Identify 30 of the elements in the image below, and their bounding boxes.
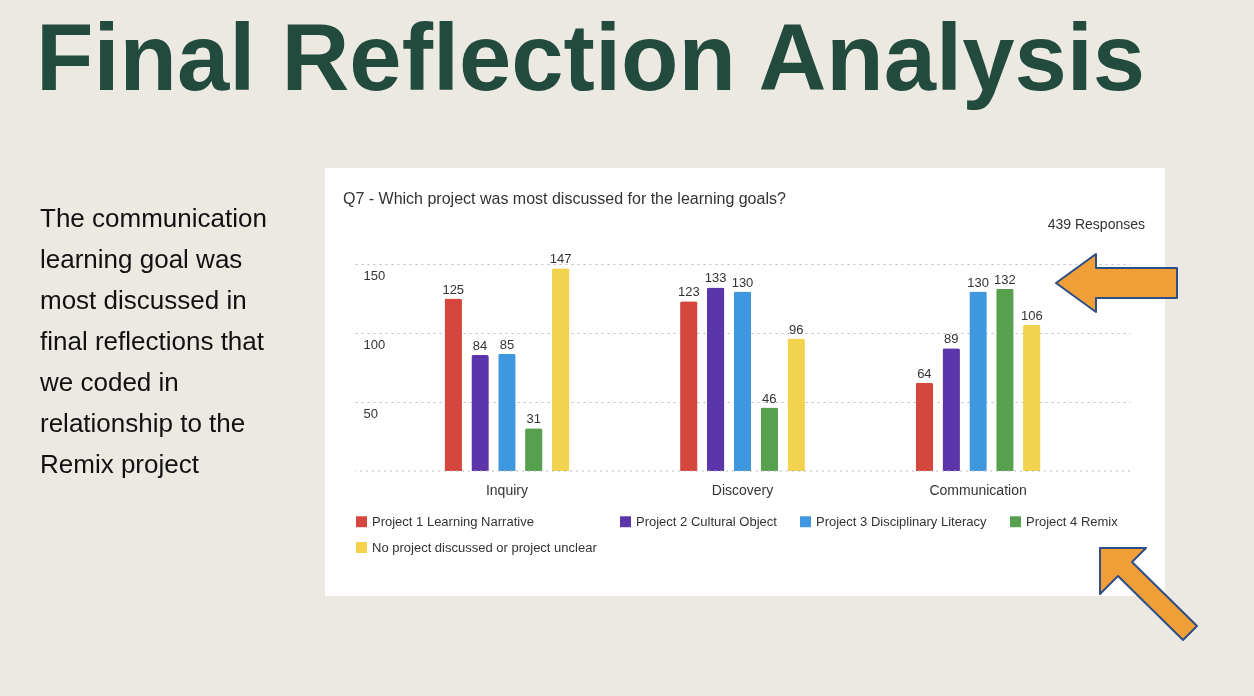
data-label: 46 (762, 390, 777, 406)
x-tick-label: Discovery (711, 481, 774, 498)
legend-label: Project 1 Learning Narrative (372, 513, 534, 529)
data-label: 31 (526, 411, 542, 427)
legend-label: Project 4 Remix (1026, 513, 1119, 529)
data-label: 130 (967, 274, 989, 290)
chart-title: Final Reflection Analysis (36, 4, 1146, 112)
data-label: 96 (788, 321, 804, 337)
text: The communication learning goal was most discussed in final reflections that we coded in relationship to the Remix project (40, 202, 268, 481)
data-label: 64 (917, 365, 932, 381)
y-tick-label: 100 (363, 336, 386, 352)
data-label: 106 (1020, 307, 1043, 323)
legend-label: Project 2 Cultural Object (636, 513, 778, 529)
data-label: 147 (549, 251, 572, 267)
data-label: 123 (677, 284, 700, 300)
x-tick-label: Communication (929, 481, 1027, 498)
y-tick-label: 150 (363, 267, 386, 283)
data-label: 125 (442, 281, 465, 297)
data-label: 133 (704, 270, 727, 286)
y-tick-label: 50 (363, 405, 378, 421)
text: 439 Responses (1047, 216, 1145, 232)
data-label: 130 (731, 274, 754, 290)
data-label: 85 (499, 336, 515, 352)
data-label: 89 (943, 331, 959, 347)
legend-label: No project discussed or project unclear (372, 539, 598, 555)
data-label: 132 (994, 271, 1016, 287)
chart-subtitle: Q7 - Which project was most discussed for the learning goals? (343, 190, 786, 208)
data-label: 84 (472, 338, 488, 354)
legend-label: Project 3 Disciplinary Literacy (816, 513, 987, 529)
x-tick-label: Inquiry (485, 481, 528, 498)
